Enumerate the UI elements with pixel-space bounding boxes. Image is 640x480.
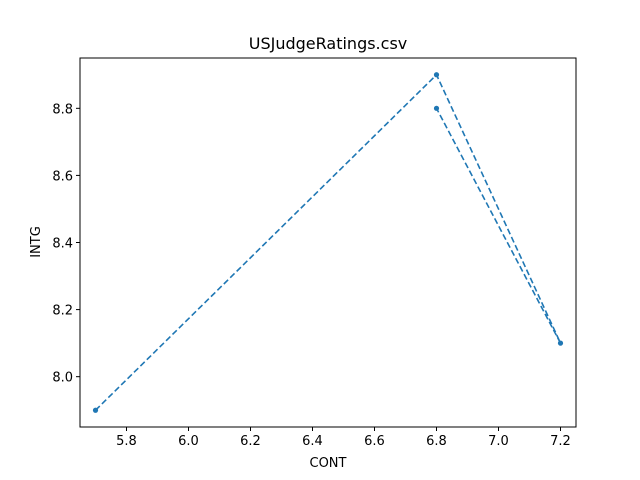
x-tick-label: 6.0 [178,434,199,449]
y-tick-label: 8.2 [52,304,73,319]
x-tick-label: 6.4 [302,434,323,449]
data-point [557,340,564,346]
x-tick-label: 5.8 [116,434,137,449]
chart-title: USJudgeRatings.csv [249,34,408,53]
x-tick-label: 6.8 [426,434,447,449]
x-tick-label: 6.2 [240,434,261,449]
x-axis-title: CONT [310,456,347,471]
data-point [92,407,99,413]
y-axis-title: INTG [29,226,44,258]
series-line [94,73,562,411]
series-layer [92,72,564,413]
x-axis-ticks: 5.8 6.0 6.2 6.4 6.6 6.8 7.0 7.2 [116,427,571,449]
y-tick-label: 8.8 [52,102,73,117]
plot-area-frame [79,57,577,428]
data-point [433,105,440,111]
x-tick-label: 7.2 [550,434,571,449]
y-tick-label: 8.6 [52,169,73,184]
data-point [433,72,440,78]
x-tick-label: 7.0 [488,434,509,449]
y-tick-label: 8.0 [52,371,73,386]
y-tick-label: 8.4 [52,237,73,252]
y-axis-ticks: 8.0 8.2 8.4 8.6 8.8 [52,102,80,386]
x-tick-label: 6.6 [364,434,385,449]
